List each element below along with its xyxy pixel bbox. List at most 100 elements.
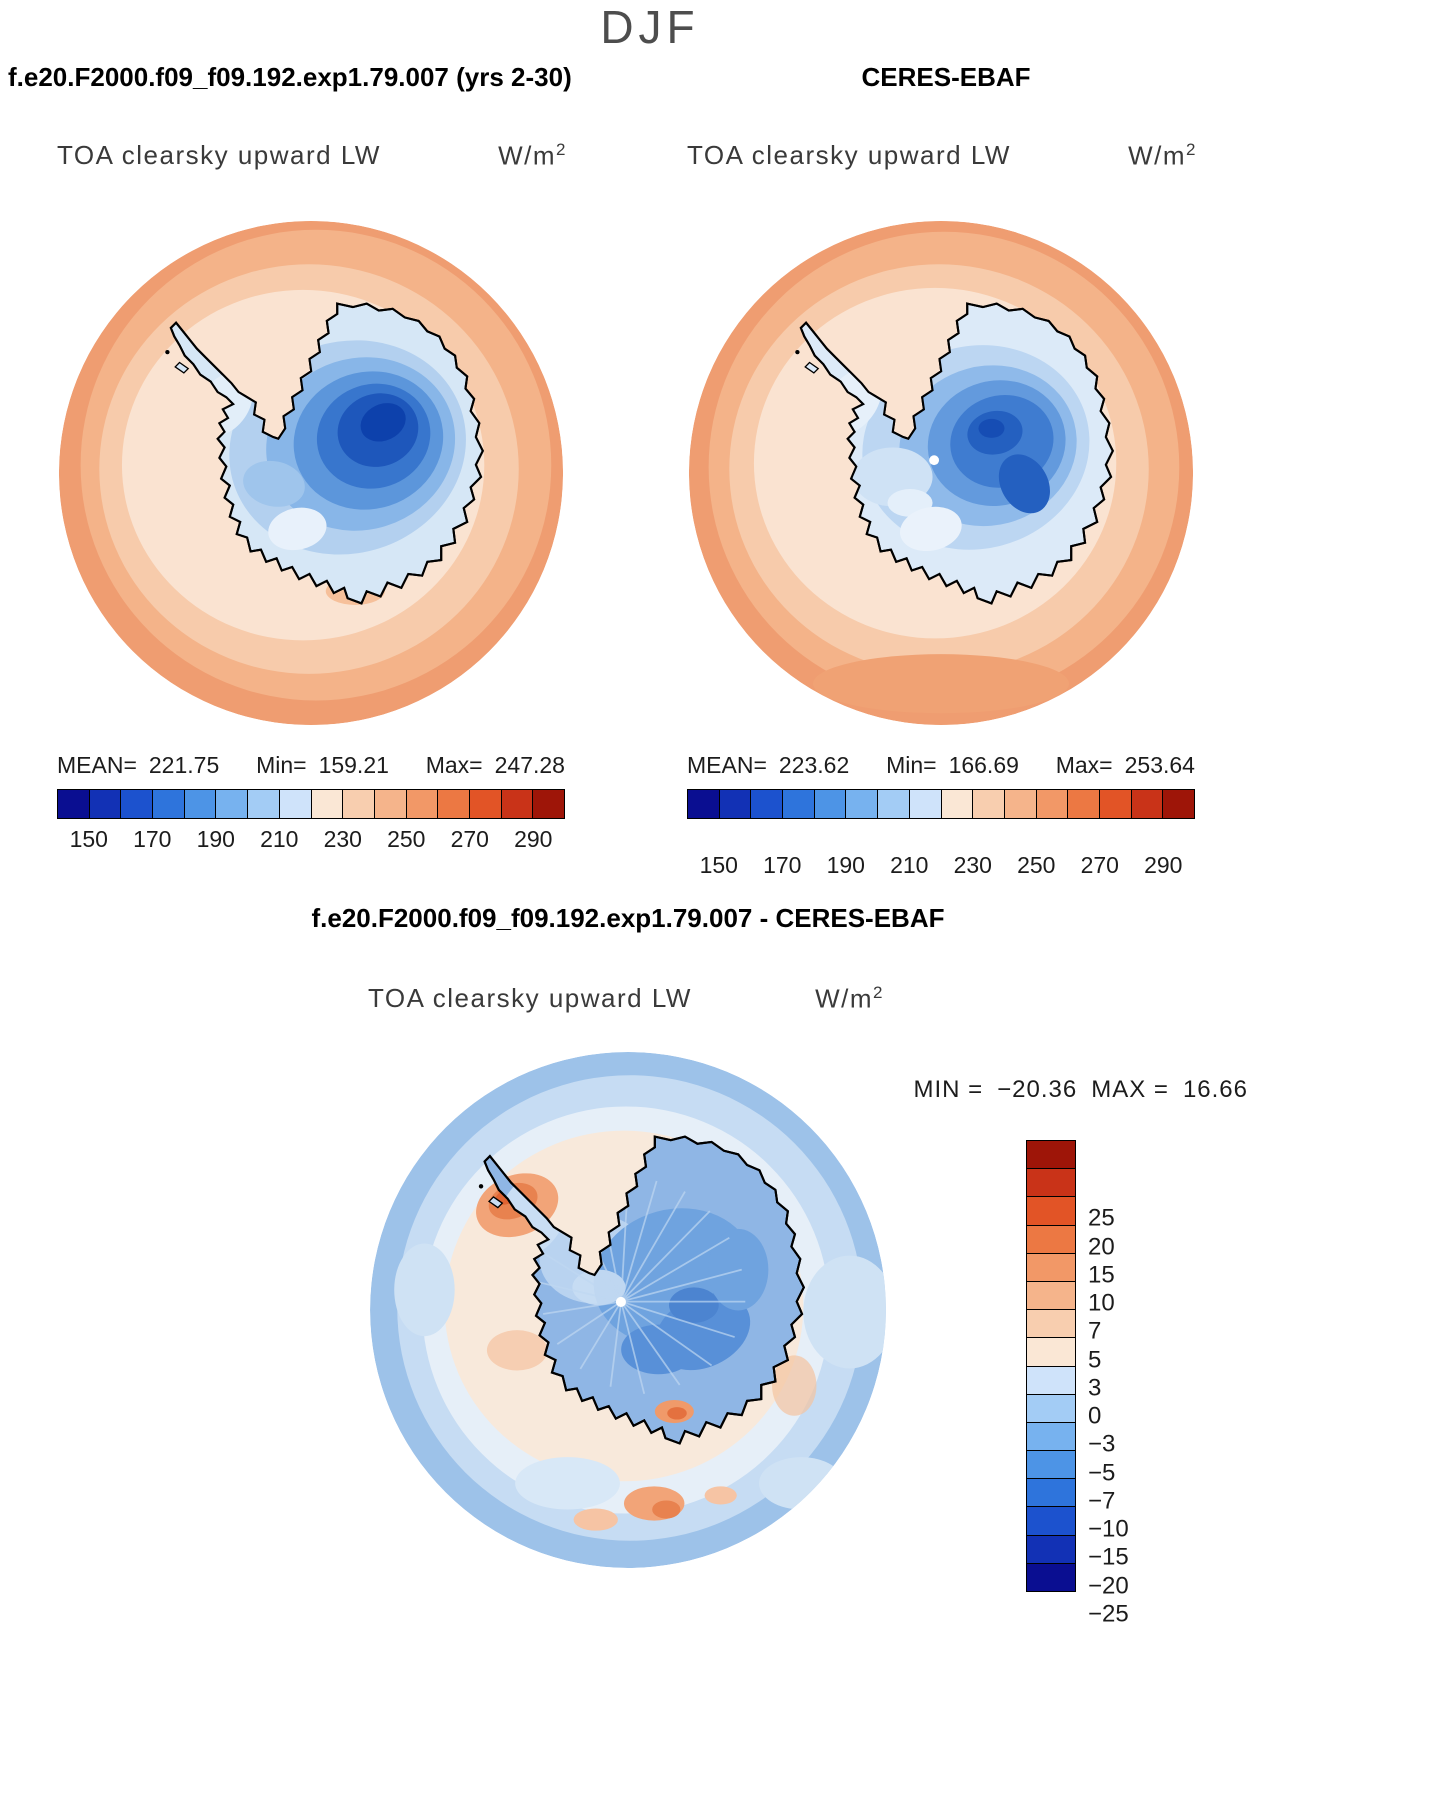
colorbar-tick-label: 0 [1088, 1402, 1102, 1430]
model-colorbar-ticks: 150 170 190 210 230 250 270 290 [57, 826, 565, 852]
colorbar-tick-label: 230 [953, 852, 992, 878]
colorbar-tick-label: 150 [69, 826, 108, 852]
colorbar-tick-label: 15 [1088, 1261, 1115, 1289]
colorbar-segment [1027, 1169, 1075, 1197]
model-mean: MEAN= 221.75 [57, 752, 219, 779]
max-value: 247.28 [494, 752, 565, 778]
diff-min-value: −20.36 [997, 1076, 1078, 1103]
colorbar-segment [1027, 1366, 1075, 1394]
diff-max-value: 16.66 [1182, 1076, 1248, 1103]
colorbar-segment [1027, 1253, 1075, 1281]
diff-max-label: MAX = [1091, 1076, 1169, 1103]
colorbar-segment [343, 790, 374, 818]
mean-label: MEAN= [57, 752, 137, 778]
colorbar-segment [184, 790, 216, 818]
colorbar-tick-label: 250 [387, 826, 426, 852]
obs-units-label: W/m2 [1128, 140, 1197, 172]
min-value: 159.21 [318, 752, 389, 778]
colorbar-segment [1163, 790, 1194, 818]
colorbar-tick-label: 10 [1088, 1289, 1115, 1317]
colorbar-tick-label: 270 [450, 826, 489, 852]
colorbar-segment [1068, 790, 1099, 818]
diff-map [370, 1052, 886, 1568]
model-panel-title: f.e20.F2000.f09_f09.192.exp1.79.007 (yrs… [8, 62, 572, 92]
colorbar-segment [719, 790, 751, 818]
colorbar-segment [438, 790, 469, 818]
diff-min-label: MIN = [913, 1076, 984, 1103]
model-field-label: TOA clearsky upward LW [57, 140, 381, 170]
obs-colorbar [687, 789, 1195, 819]
colorbar-tick-label: 20 [1088, 1233, 1115, 1261]
colorbar-tick-label: 250 [1017, 852, 1056, 878]
colorbar-tick-label: 5 [1088, 1346, 1102, 1374]
max-value: 253.64 [1124, 752, 1195, 778]
colorbar-segment [248, 790, 279, 818]
obs-panel-title: CERES-EBAF [861, 62, 1031, 92]
colorbar-segment [216, 790, 248, 818]
colorbar-segment [1131, 790, 1163, 818]
colorbar-segment [501, 790, 533, 818]
obs-stats-row: MEAN= 223.62 Min= 166.69 Max= 253.64 [687, 752, 1195, 779]
pole-dot [929, 455, 940, 466]
colorbar-segment [374, 790, 406, 818]
colorbar-segment [1027, 1535, 1075, 1563]
mean-label: MEAN= [687, 752, 767, 778]
pole-dot [615, 1296, 626, 1307]
peninsula-island [487, 1196, 504, 1209]
colorbar-tick-label: 230 [323, 826, 362, 852]
colorbar-segment [279, 790, 311, 818]
colorbar-tick-label: 290 [514, 826, 553, 852]
diff-minmax-row: MIN = −20.36 MAX = 16.66 [902, 1076, 1248, 1104]
colorbar-segment [751, 790, 783, 818]
colorbar-segment [1027, 1507, 1075, 1535]
colorbar-tick-label: −25 [1088, 1600, 1129, 1628]
colorbar-segment [1027, 1141, 1075, 1169]
colorbar-tick-label: 170 [133, 826, 172, 852]
colorbar-segment [1027, 1281, 1075, 1310]
colorbar-segment [1027, 1451, 1075, 1479]
model-min: Min= 159.21 [256, 752, 389, 779]
units-text: W/m [1128, 140, 1187, 171]
diff-field-row: TOA clearsky upward LW W/m2 [368, 983, 884, 1015]
model-colorbar [57, 789, 565, 819]
colorbar-tick-label: 170 [763, 852, 802, 878]
diff-field-label: TOA clearsky upward LW [368, 983, 692, 1013]
colorbar-tick-label: 150 [699, 852, 738, 878]
model-map [58, 220, 564, 726]
colorbar-tick-label: 25 [1088, 1204, 1115, 1232]
min-value: 166.69 [948, 752, 1019, 778]
colorbar-segment [406, 790, 438, 818]
colorbar-tick-label: −5 [1088, 1459, 1116, 1487]
obs-max: Max= 253.64 [1056, 752, 1195, 779]
obs-min: Min= 166.69 [886, 752, 1019, 779]
colorbar-segment [469, 790, 501, 818]
colorbar-segment [973, 790, 1004, 818]
max-label: Max= [425, 752, 483, 778]
colorbar-segment [311, 790, 343, 818]
diff-units-label: W/m2 [815, 983, 884, 1015]
colorbar-segment [846, 790, 878, 818]
colorbar-segment [1027, 1310, 1075, 1338]
colorbar-segment [1027, 1225, 1075, 1253]
colorbar-segment [153, 790, 184, 818]
colorbar-segment [1027, 1394, 1075, 1422]
colorbar-tick-label: −7 [1088, 1487, 1116, 1515]
diff-panel-title: f.e20.F2000.f09_f09.192.exp1.79.007 - CE… [311, 903, 945, 933]
colorbar-tick-label: 3 [1088, 1374, 1102, 1402]
colorbar-tick-label: −10 [1088, 1515, 1129, 1543]
colorbar-segment [1004, 790, 1036, 818]
colorbar-segment [1027, 1422, 1075, 1451]
season-title: DJF [600, 1, 700, 53]
peninsula-island [804, 361, 820, 374]
colorbar-segment [1099, 790, 1131, 818]
colorbar-segment [941, 790, 973, 818]
max-label: Max= [1055, 752, 1113, 778]
colorbar-segment [533, 790, 564, 818]
colorbar-segment [783, 790, 814, 818]
colorbar-segment [878, 790, 909, 818]
colorbar-tick-label: −20 [1088, 1572, 1129, 1600]
mean-value: 223.62 [778, 752, 850, 778]
colorbar-segment [89, 790, 121, 818]
obs-field-row: TOA clearsky upward LW W/m2 [687, 140, 1197, 172]
